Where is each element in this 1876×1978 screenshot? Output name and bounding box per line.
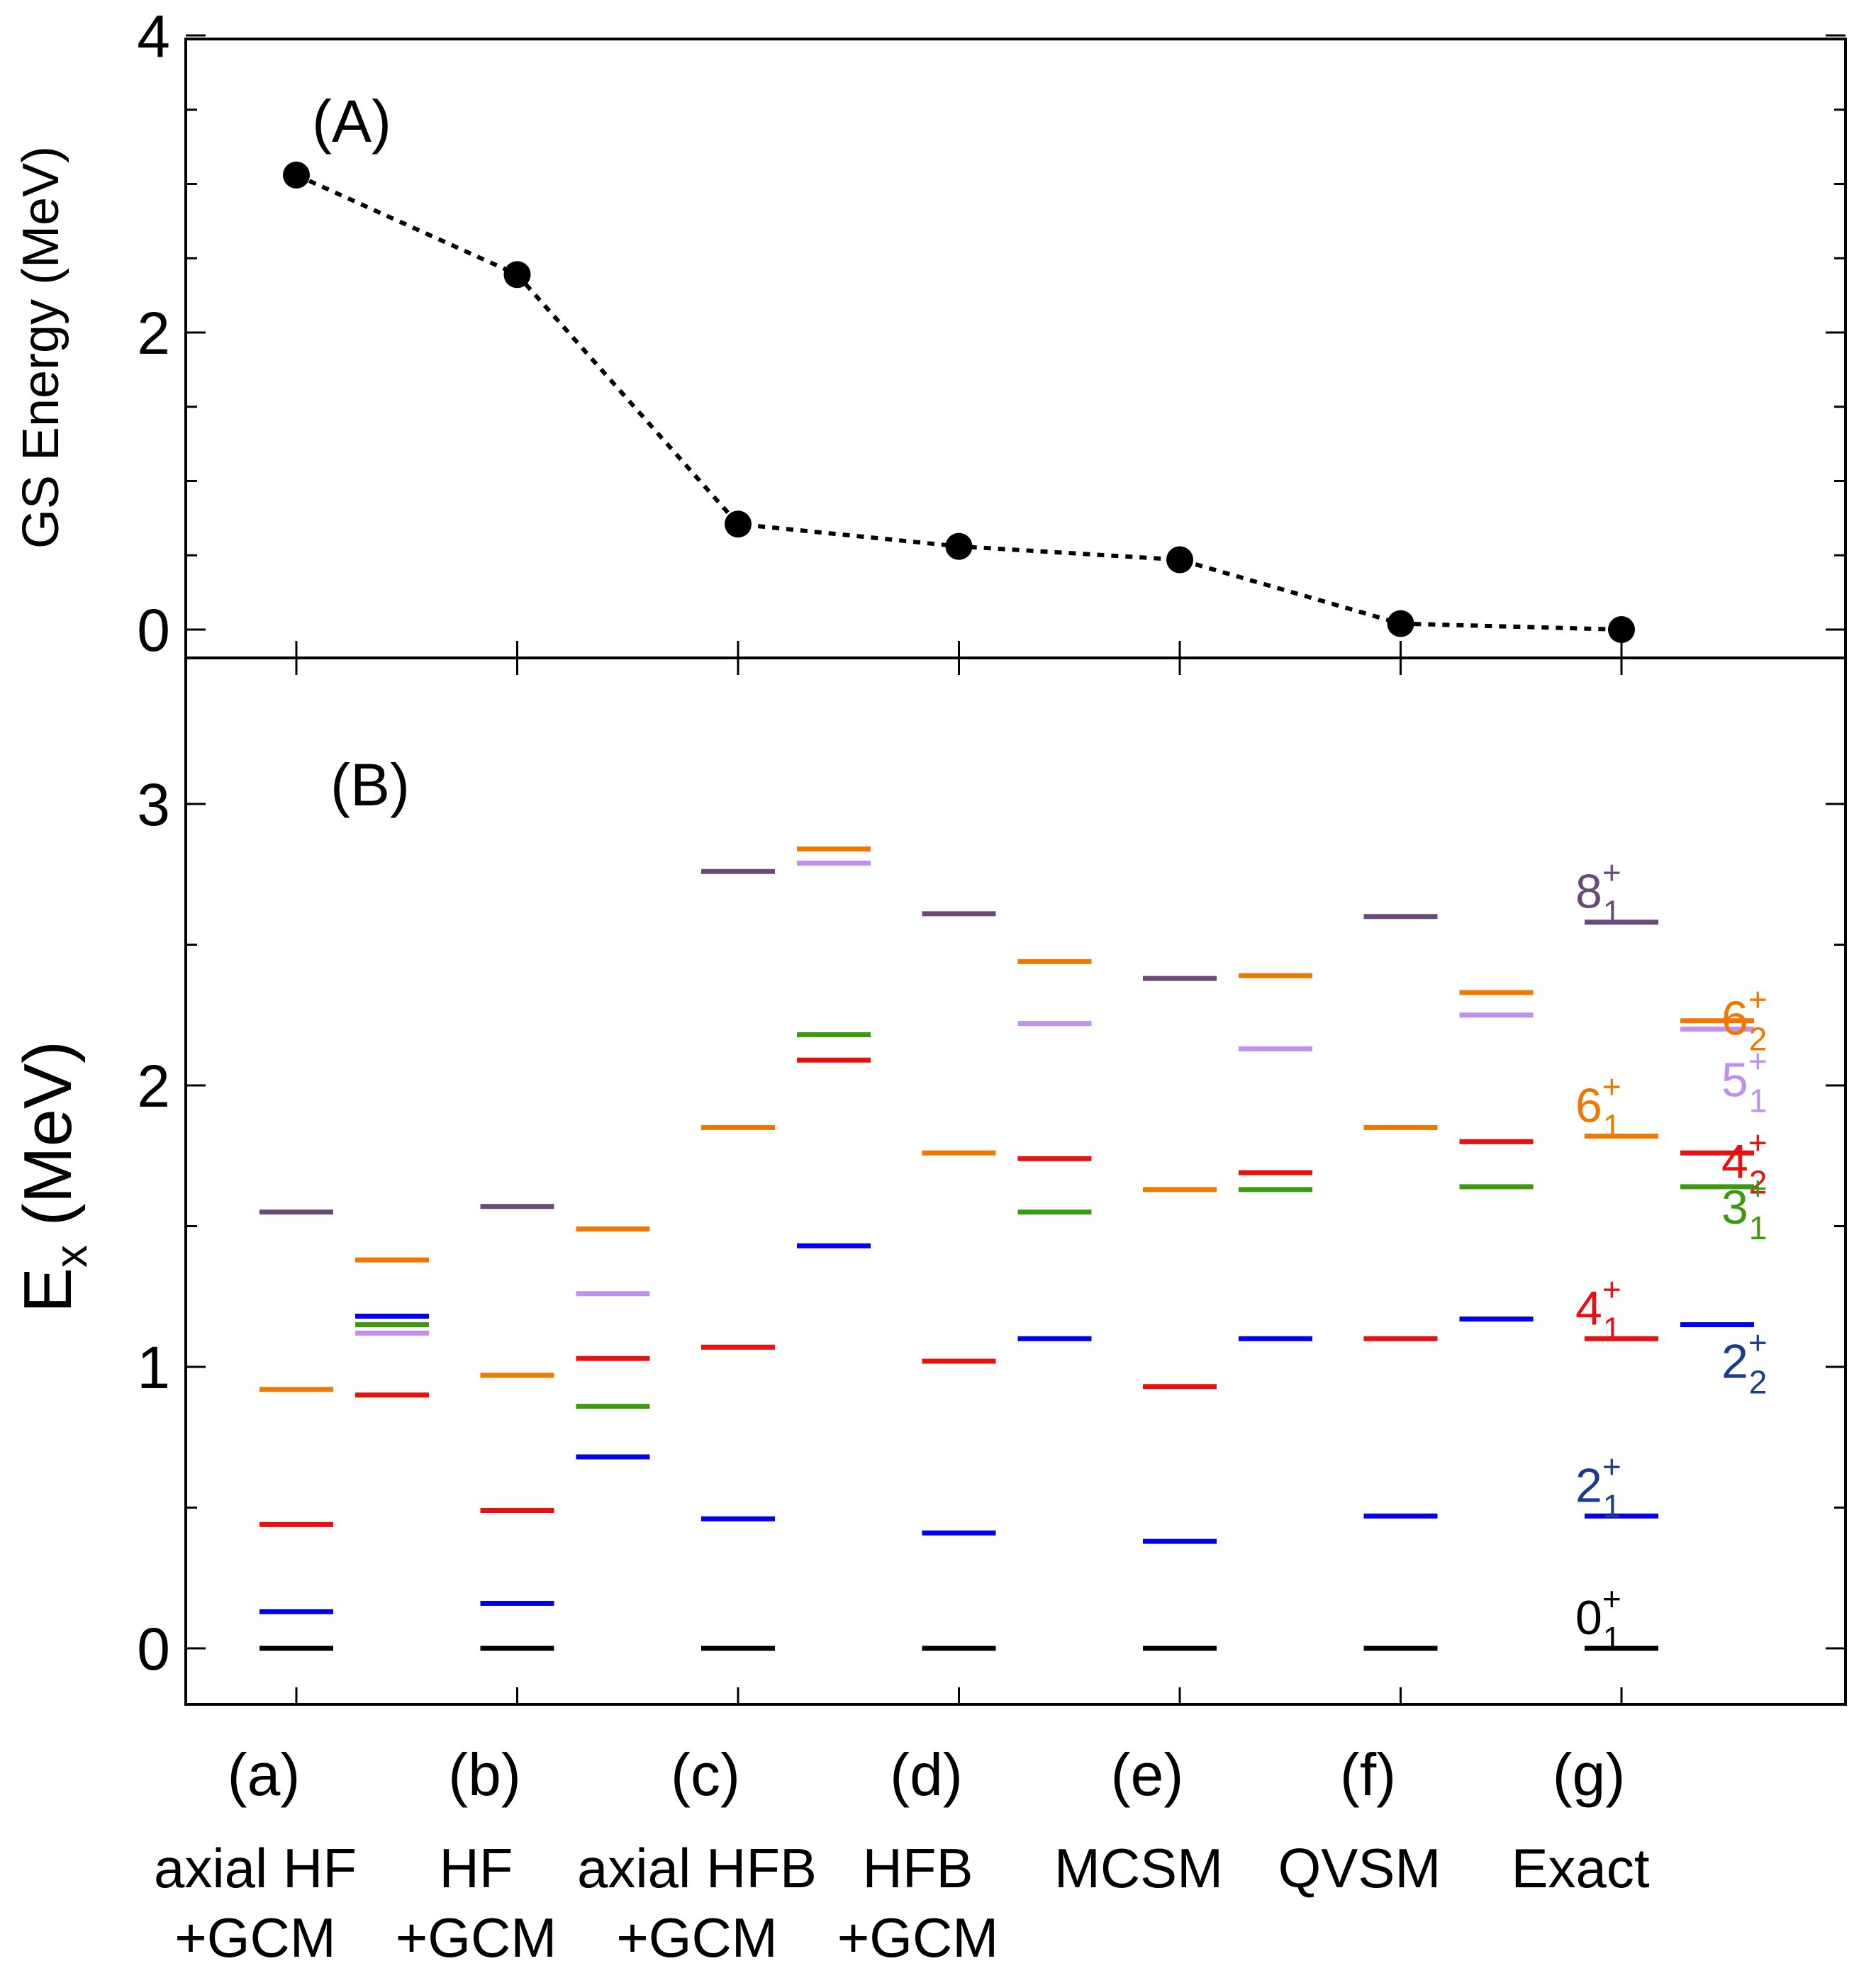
level-label-base: 5 bbox=[1721, 1054, 1748, 1107]
gs-energy-point-g bbox=[1608, 616, 1635, 643]
level-label-sub: 1 bbox=[1603, 894, 1621, 931]
level-label-sub: 2 bbox=[1749, 1163, 1768, 1200]
level-label-2plus2: 2+ 2 bbox=[1721, 1324, 1768, 1400]
level-label-sub: 1 bbox=[1603, 1310, 1621, 1347]
level-label-sup: + bbox=[1748, 1124, 1768, 1161]
level-label-sub: 1 bbox=[1603, 1487, 1621, 1524]
category-subname-b: +GCM bbox=[396, 1906, 557, 1969]
level-label-sub: 1 bbox=[1603, 1620, 1621, 1657]
category-subname-c: +GCM bbox=[616, 1906, 778, 1969]
level-label-0plus1: 0+ 1 bbox=[1575, 1580, 1621, 1657]
category-name-e: MCSM bbox=[1054, 1837, 1223, 1899]
gs-energy-point-f bbox=[1387, 610, 1414, 637]
level-label-base: 4 bbox=[1721, 1134, 1748, 1188]
category-axis-labels: (a) axial HF +GCM (b) HF +GCM (c) axial HFB +GCM… bbox=[154, 1741, 1650, 1969]
gs-energy-point-b bbox=[503, 261, 531, 289]
level-label-5plus1: 5+ 1 bbox=[1721, 1043, 1768, 1119]
panel-a-ytick-label: 0 bbox=[137, 597, 170, 664]
level-label-base: 8 bbox=[1575, 865, 1602, 919]
level-label-sub: 1 bbox=[1749, 1209, 1768, 1246]
category-name-c: axial HFB bbox=[577, 1837, 817, 1899]
panel-a-ytick-label: 2 bbox=[137, 300, 170, 367]
category-subname-d: +GCM bbox=[837, 1906, 999, 1969]
panel-b-ytick-label: 1 bbox=[137, 1334, 170, 1401]
panel-a-gs-energy: 0 2 4 GS Energy (MeV) (A) bbox=[13, 3, 1847, 664]
category-letter-b: (b) bbox=[448, 1741, 521, 1808]
panel-b-label: (B) bbox=[330, 751, 410, 818]
category-letter-a: (a) bbox=[228, 1741, 301, 1808]
level-label-base: 3 bbox=[1721, 1180, 1748, 1234]
category-name-g: Exact bbox=[1511, 1837, 1649, 1899]
level-label-base: 4 bbox=[1575, 1281, 1602, 1335]
level-label-8plus1: 8+ 1 bbox=[1575, 854, 1621, 931]
panel-b-ylabel: Ex (MeV) bbox=[10, 1041, 96, 1313]
panel-b-ytick-label: 3 bbox=[137, 771, 170, 838]
level-label-base: 0 bbox=[1575, 1591, 1602, 1645]
gs-energy-point-d bbox=[945, 532, 973, 560]
panel-b-ytick-label: 2 bbox=[137, 1053, 170, 1119]
category-name-a: axial HF bbox=[154, 1837, 357, 1899]
category-name-d: HFB bbox=[863, 1837, 973, 1899]
level-label-6plus2: 6+ 2 bbox=[1721, 981, 1768, 1058]
category-letter-g: (g) bbox=[1553, 1741, 1626, 1808]
level-label-sup: + bbox=[1748, 1043, 1768, 1080]
gs-energy-point-e bbox=[1166, 546, 1193, 574]
level-label-sup: + bbox=[1748, 1324, 1768, 1360]
panel-a-frame bbox=[184, 38, 1847, 659]
level-label-sup: + bbox=[1748, 1170, 1768, 1207]
level-label-2plus1: 2+ 1 bbox=[1575, 1448, 1621, 1524]
category-name-f: QVSM bbox=[1278, 1837, 1441, 1899]
level-label-sup: + bbox=[1602, 1068, 1621, 1105]
panel-b-ylabel-main: E bbox=[10, 1268, 86, 1313]
category-name-b: HF bbox=[440, 1837, 513, 1899]
level-label-sup: + bbox=[1602, 1270, 1621, 1307]
level-label-sup: + bbox=[1602, 854, 1621, 891]
level-label-sub: 1 bbox=[1603, 1107, 1621, 1144]
level-label-4plus2: 4+ 2 bbox=[1721, 1124, 1768, 1200]
gs-energy-point-c bbox=[725, 510, 752, 538]
level-label-4plus1: 4+ 1 bbox=[1575, 1270, 1621, 1347]
gs-energy-point-a bbox=[283, 161, 310, 189]
level-label-base: 6 bbox=[1721, 992, 1748, 1046]
panel-b-ytick-label: 0 bbox=[137, 1616, 170, 1682]
level-label-sup: + bbox=[1602, 1580, 1621, 1617]
level-label-sub: 2 bbox=[1749, 1363, 1768, 1400]
level-label-base: 2 bbox=[1575, 1458, 1602, 1512]
category-letter-f: (f) bbox=[1340, 1741, 1396, 1808]
category-letter-d: (d) bbox=[890, 1741, 963, 1808]
level-label-3plus1: 3+ 1 bbox=[1721, 1170, 1768, 1246]
panel-b-frame bbox=[184, 656, 1847, 1706]
level-label-sub: 1 bbox=[1749, 1083, 1768, 1119]
level-label-base: 2 bbox=[1721, 1334, 1748, 1388]
panel-a-ylabel: GS Energy (MeV) bbox=[13, 146, 69, 549]
panel-b-ylabel-sub: x bbox=[45, 1245, 96, 1268]
category-letter-c: (c) bbox=[671, 1741, 740, 1808]
panel-b-ylabel-unit: (MeV) bbox=[10, 1041, 86, 1245]
level-label-sup: + bbox=[1748, 981, 1768, 1018]
level-label-6plus1: 6+ 1 bbox=[1575, 1068, 1621, 1144]
level-label-base: 6 bbox=[1575, 1078, 1602, 1132]
panel-a-label: (A) bbox=[312, 88, 391, 155]
level-label-sub: 2 bbox=[1749, 1021, 1768, 1058]
category-letter-e: (e) bbox=[1111, 1741, 1184, 1808]
category-subname-a: +GCM bbox=[174, 1906, 336, 1969]
gs-energy-series-line bbox=[295, 173, 1622, 632]
level-label-sup: + bbox=[1602, 1448, 1621, 1485]
panel-a-ytick-label: 4 bbox=[137, 3, 170, 69]
